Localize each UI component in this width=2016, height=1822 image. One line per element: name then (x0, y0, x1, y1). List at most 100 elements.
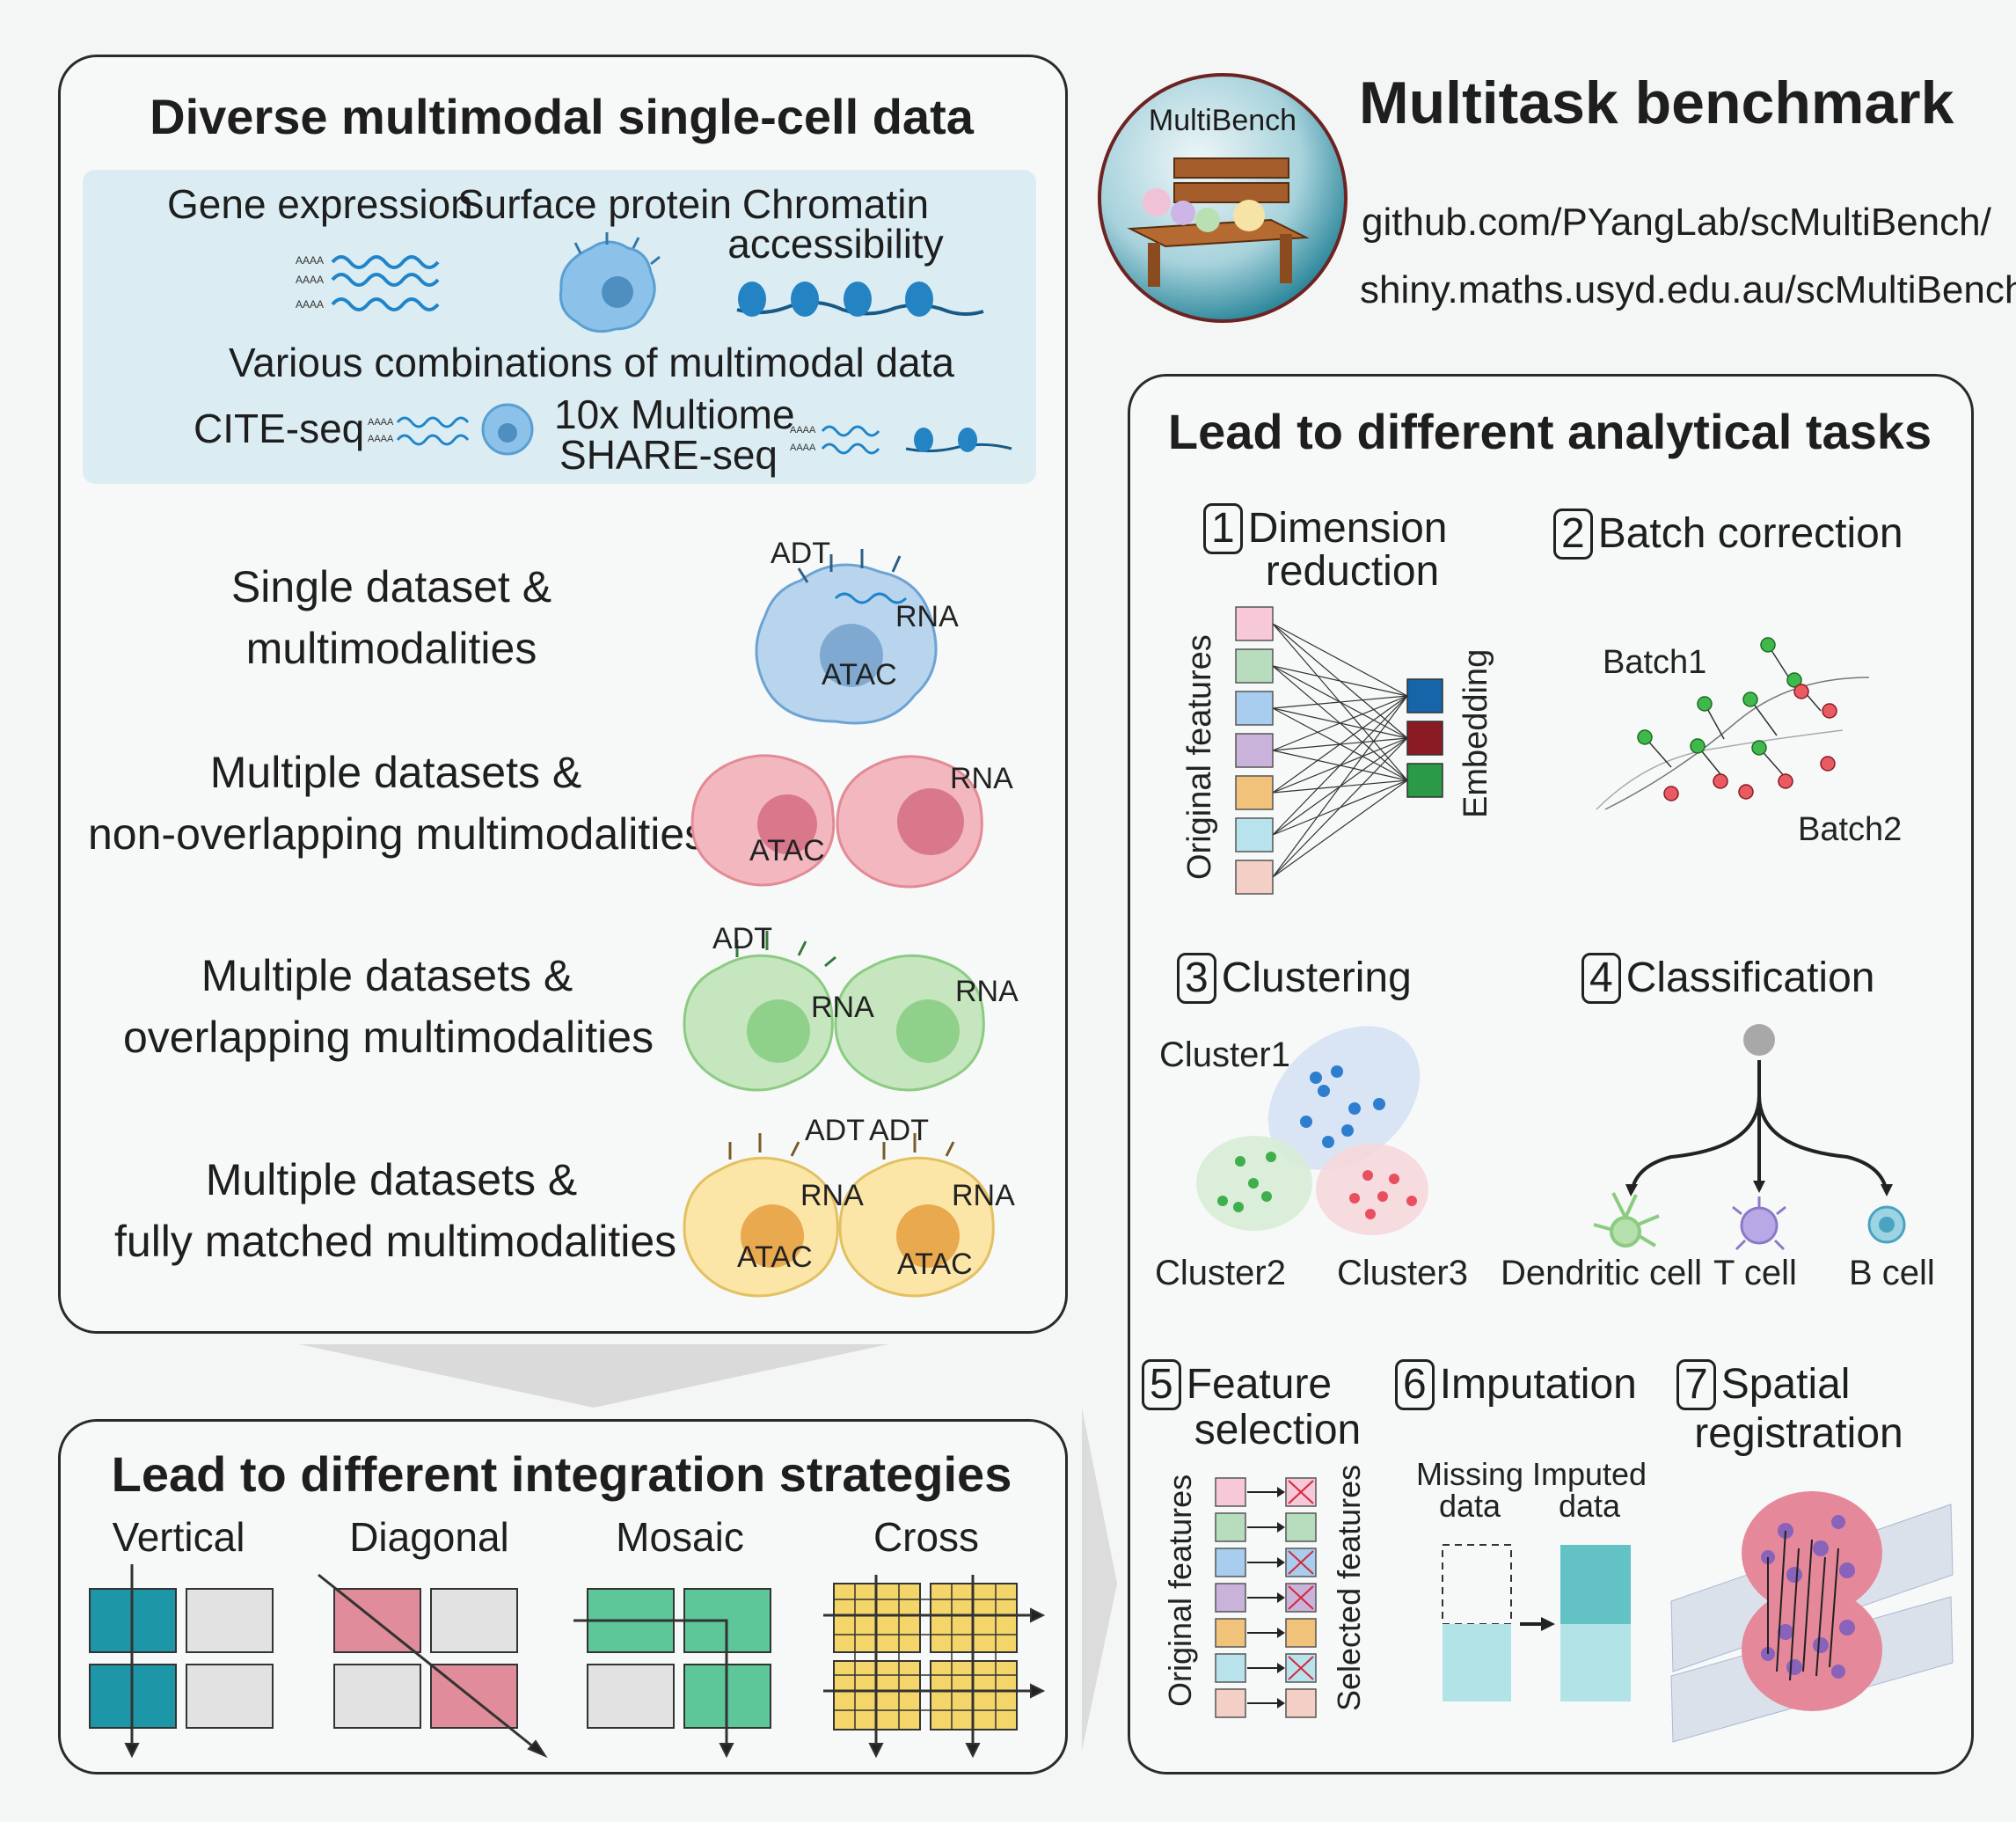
b-cell-label: B cell (1849, 1254, 1935, 1292)
multibench-logo: MultiBench (1098, 73, 1348, 323)
surface-protein-label: Surface protein (457, 181, 732, 227)
imputed-label-1: Imputed (1532, 1456, 1647, 1492)
scenario-2-line1: Multiple datasets & (209, 748, 582, 797)
task-7-name: Spatial (1720, 1361, 1851, 1408)
task-6-heading: 6 Imputation (1395, 1359, 1637, 1410)
fs-selected-box (1285, 1688, 1317, 1718)
logo-text: MultiBench (1149, 104, 1297, 137)
original-features-label: Original features (1181, 634, 1218, 880)
atac-label: ATAC (749, 834, 825, 867)
batch2-label: Batch2 (1798, 811, 1902, 848)
aaaa-text: AAAA (296, 298, 324, 311)
chromatin-label-1: Chromatin (741, 181, 930, 227)
adt-label: ADT (771, 537, 830, 570)
clustering-diagram (1196, 1026, 1428, 1235)
dendritic-cell-label: Dendritic cell (1501, 1254, 1702, 1292)
batch2-points (1663, 684, 1837, 801)
aaaa-text: AAAA (790, 443, 816, 453)
original-feature-box (1235, 860, 1274, 895)
task-3-number: 3 (1177, 953, 1216, 1004)
fs-original-box (1215, 1477, 1246, 1507)
t-cell-icon (1732, 1196, 1786, 1251)
removed-cross-icon (1288, 1585, 1314, 1610)
diagonal-diagram (318, 1573, 548, 1759)
rna-label: RNA (895, 600, 959, 633)
funnel-shadow (299, 1344, 888, 1408)
missing-label-1: Missing (1416, 1456, 1523, 1492)
removed-cross-icon (1288, 1480, 1314, 1504)
batch1-points (1637, 637, 1802, 756)
classification-diagram (1625, 1024, 1893, 1196)
rna-label: RNA (950, 762, 1013, 795)
chromatin-label-2: accessibility (727, 221, 944, 267)
header-title: Multitask benchmark (1359, 70, 1954, 136)
aaaa-text: AAAA (296, 254, 324, 267)
fs-selected-features-label: Selected features (1331, 1465, 1367, 1711)
side-funnel-shadow (1082, 1408, 1117, 1751)
rna-label: RNA (952, 1179, 1015, 1212)
task-5-heading: 5 Feature (1142, 1359, 1332, 1410)
task-6-number: 6 (1395, 1359, 1435, 1410)
t-cell-label: T cell (1713, 1254, 1797, 1292)
cluster2-label: Cluster2 (1155, 1254, 1286, 1292)
rna-label: RNA (811, 991, 874, 1024)
task-2-number: 2 (1553, 509, 1593, 560)
cross-diagram (823, 1575, 1046, 1759)
aaaa-text: AAAA (368, 417, 394, 428)
surface-protein-cell-icon (559, 232, 661, 333)
adt-label: ADT (712, 922, 772, 955)
rna-wave-icon (331, 255, 440, 311)
multiome-label: 10x Multiome (554, 391, 795, 437)
adt-label: ADT (869, 1114, 929, 1147)
small-chromatin-icon (914, 428, 933, 452)
vertical-diagram (89, 1564, 274, 1759)
fs-original-box (1215, 1653, 1246, 1683)
cite-seq-label: CITE-seq (194, 406, 365, 451)
imputation-diagram (1442, 1544, 1631, 1701)
feature-selection-diagram (1215, 1477, 1317, 1718)
atac-label: ATAC (737, 1240, 813, 1274)
task-6-name: Imputation (1439, 1361, 1637, 1408)
original-feature-box (1235, 606, 1274, 641)
cluster1-label: Cluster1 (1159, 1035, 1290, 1074)
overlapping-cells-icon (683, 931, 985, 1092)
task-5-number: 5 (1142, 1359, 1181, 1410)
task-1-name-line2: reduction (1265, 548, 1440, 595)
task-2-heading: 2 Batch correction (1553, 509, 1903, 560)
original-feature-box (1235, 648, 1274, 684)
chromatin-icon (736, 282, 984, 317)
fs-selected-box (1285, 1618, 1317, 1648)
gene-expression-label: Gene expression (167, 181, 473, 227)
non-overlapping-cells-icon (690, 754, 983, 889)
strategy-mosaic: Mosaic (616, 1514, 744, 1560)
scenario-4-line1: Multiple datasets & (205, 1155, 578, 1204)
embedding-box (1406, 763, 1443, 798)
atac-label: ATAC (897, 1248, 973, 1281)
task-3-name: Clustering (1221, 955, 1412, 1001)
task-3-heading: 3 Clustering (1177, 953, 1412, 1004)
batch1-label: Batch1 (1603, 644, 1706, 681)
spatial-registration-diagram (1670, 1491, 1954, 1743)
embedding-box (1406, 721, 1443, 756)
rna-label: RNA (955, 975, 1019, 1008)
batch-correction-diagram (1596, 644, 1870, 810)
original-feature-box (1235, 775, 1274, 810)
imputed-label-2: data (1559, 1488, 1621, 1524)
b-cell-icon (1867, 1205, 1906, 1244)
task-2-name: Batch correction (1597, 510, 1903, 557)
github-link[interactable]: github.com/PYangLab/scMultiBench/ (1362, 201, 1991, 244)
shiny-link[interactable]: shiny.maths.usyd.edu.au/scMultiBench/ (1360, 268, 2016, 311)
fs-selected-box (1285, 1512, 1317, 1542)
task-4-heading: 4 Classification (1581, 953, 1874, 1004)
original-feature-box (1235, 733, 1274, 768)
scenario-4-line2: fully matched multimodalities (114, 1217, 677, 1266)
share-seq-label: SHARE-seq (559, 432, 778, 478)
strategy-diagonal: Diagonal (349, 1514, 509, 1560)
tasks-title: Lead to different analytical tasks (1167, 404, 1932, 459)
scenario-1-line2: multimodalities (245, 624, 537, 673)
multimodal-data-title: Diverse multimodal single-cell data (150, 89, 974, 144)
